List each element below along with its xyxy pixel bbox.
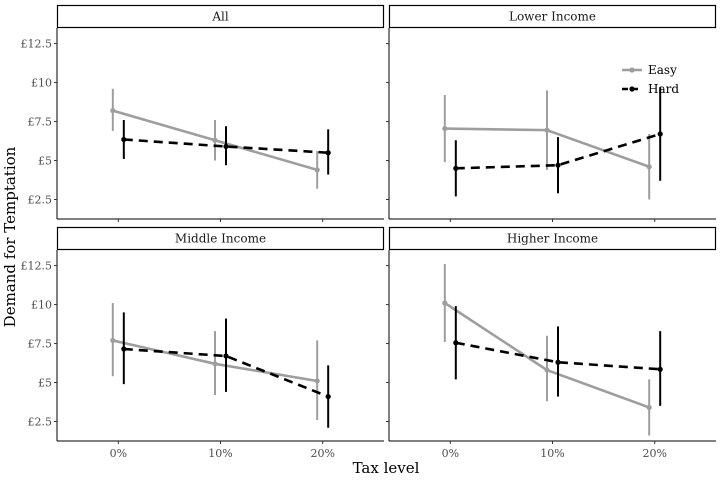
data-point-hard — [223, 353, 229, 359]
strip-middle-income — [56, 226, 385, 251]
x-tick-label: 10% — [540, 447, 564, 460]
data-point-hard — [453, 165, 459, 171]
data-point-easy — [544, 367, 550, 373]
data-point-hard — [657, 366, 663, 372]
data-point-easy — [442, 125, 448, 132]
series-easy — [110, 88, 320, 189]
strip-title-all: All — [211, 10, 229, 24]
data-point-easy — [442, 300, 448, 306]
y-tick-label: £10 — [31, 299, 52, 312]
panel-all: All £2.5 £5 £7.5 £10 £12.5 — [21, 4, 385, 222]
legend-entry-easy: Easy — [622, 63, 677, 77]
series-hard — [453, 87, 663, 197]
data-point-hard — [121, 136, 127, 143]
data-point-hard — [555, 359, 561, 365]
y-tick-label: £2.5 — [28, 416, 53, 429]
y-axis-title: Demand for Temptation — [1, 146, 19, 327]
panel-middle-income: Middle Income £2.5 £5 £7.5 £10 £12.5 0% 10% 20% — [21, 226, 385, 460]
panel-lower-income: Lower Income — [386, 4, 717, 222]
y-tick-label: £12.5 — [21, 260, 53, 273]
y-tick-label: £5 — [38, 155, 52, 168]
x-tick-label: 0% — [110, 447, 127, 460]
y-tick-label: £7.5 — [28, 116, 53, 129]
y-tick-label: £12.5 — [21, 38, 53, 51]
data-point-hard — [555, 162, 561, 168]
strip-all — [56, 4, 385, 29]
data-point-easy — [110, 108, 116, 114]
data-point-easy — [212, 137, 218, 143]
data-point-hard — [325, 393, 331, 400]
data-point-easy — [646, 404, 652, 411]
x-tick-label: 10% — [208, 447, 232, 460]
legend-entry-hard: Hard — [622, 82, 679, 96]
series-line-hard — [455, 132, 661, 170]
series-line-hard — [455, 341, 661, 371]
legend: Easy Hard — [622, 63, 679, 96]
strip-title-lower-income: Lower Income — [509, 10, 596, 24]
data-point-easy — [646, 164, 652, 170]
x-axis-title: Tax level — [353, 459, 420, 477]
data-point-easy — [314, 167, 320, 173]
x-tick-label: 20% — [310, 447, 334, 460]
x-tick-label: 20% — [642, 447, 666, 460]
legend-key-point — [629, 67, 635, 73]
y-tick-label: £10 — [31, 77, 52, 90]
data-point-easy — [314, 378, 320, 384]
strip-higher-income — [388, 226, 717, 251]
x-tick-label: 0% — [442, 447, 459, 460]
series-hard — [121, 119, 331, 175]
strip-title-middle-income: Middle Income — [175, 232, 266, 246]
panel-higher-income: Higher Income 0% 10% 20% — [386, 226, 717, 460]
data-point-easy — [544, 127, 550, 133]
y-tick-label: £2.5 — [28, 194, 53, 207]
panels-layer: All £2.5 £5 £7.5 £10 £12.5 Lower Income Middle … — [21, 4, 717, 460]
data-point-hard — [657, 131, 663, 137]
legend-label: Easy — [648, 63, 677, 77]
data-point-easy — [110, 337, 116, 344]
series-line-hard — [123, 347, 329, 398]
strip-lower-income — [388, 4, 717, 29]
series-line-hard — [123, 138, 329, 155]
legend-key-point — [629, 86, 635, 92]
series-hard — [121, 312, 331, 428]
data-point-hard — [325, 150, 331, 156]
data-point-hard — [223, 143, 229, 150]
data-point-hard — [121, 346, 127, 352]
series-easy — [442, 90, 652, 200]
data-point-hard — [453, 340, 459, 346]
legend-label: Hard — [648, 82, 679, 96]
series-hard — [453, 306, 663, 406]
y-tick-label: £5 — [38, 377, 52, 390]
data-point-easy — [212, 361, 218, 367]
series-easy — [442, 264, 652, 436]
y-tick-label: £7.5 — [28, 338, 53, 351]
strip-title-higher-income: Higher Income — [507, 232, 598, 246]
series-easy — [110, 303, 320, 420]
